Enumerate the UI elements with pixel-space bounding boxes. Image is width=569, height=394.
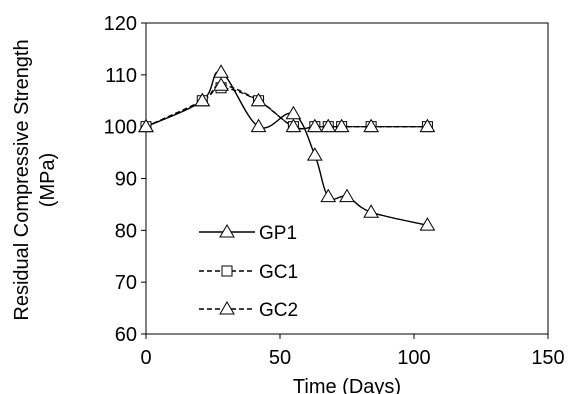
data-point-gc2	[213, 77, 229, 91]
legend-marker-gc1	[221, 265, 233, 277]
legend: GP1 GC1 GC2	[199, 223, 298, 321]
x-axis-title: Time (Days)	[293, 376, 401, 394]
y-axis-title-line-2: (MPa)	[37, 153, 59, 207]
x-tick-label: 100	[397, 347, 430, 369]
legend-marker-gc2	[219, 301, 235, 315]
data-point-gp1	[339, 188, 355, 203]
y-axis-ticks: 60 70 80 90 100 110 120	[104, 13, 146, 346]
data-point-gc2	[320, 118, 337, 133]
data-point-gc2	[138, 118, 154, 133]
x-tick-label: 50	[269, 347, 291, 369]
data-point-gc2	[194, 92, 211, 107]
data-point-gp1	[320, 188, 337, 203]
y-tick-label: 100	[104, 117, 137, 139]
series-line-gc1	[145, 87, 428, 130]
data-point-gc2	[306, 118, 323, 133]
x-axis-ticks: 0 50 100 150	[140, 334, 565, 369]
x-tick-label: 150	[531, 347, 564, 369]
x-tick-label: 0	[140, 347, 151, 369]
series-line-gc2	[145, 84, 428, 130]
y-tick-label: 60	[115, 324, 137, 346]
series-layer	[138, 64, 436, 231]
data-point-gc2	[333, 118, 350, 133]
y-tick-label: 110	[105, 65, 137, 87]
y-tick-label: 90	[115, 169, 137, 191]
data-point-gc2	[250, 92, 267, 107]
data-point-gc2	[285, 118, 302, 133]
data-point-gc2	[419, 118, 436, 133]
legend-label-gp1: GP1	[259, 223, 297, 244]
y-tick-label: 80	[115, 220, 137, 242]
legend-label-gc2: GC2	[259, 300, 298, 321]
legend-marker-gp1	[219, 224, 235, 238]
data-point-gp1	[363, 204, 379, 218]
y-tick-label: 120	[104, 13, 137, 35]
y-tick-label: 70	[115, 272, 137, 294]
plot-area	[145, 22, 549, 335]
data-point-gp1	[419, 217, 436, 231]
legend-label-gc1: GC1	[259, 262, 298, 283]
data-point-gp1	[306, 147, 323, 161]
data-point-gc2	[363, 118, 379, 133]
data-point-gp1	[250, 118, 267, 133]
y-axis-title-line-1: Residual Compressive Strength	[11, 39, 33, 320]
